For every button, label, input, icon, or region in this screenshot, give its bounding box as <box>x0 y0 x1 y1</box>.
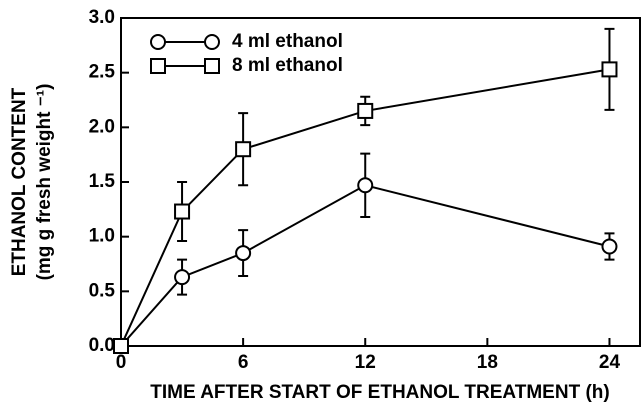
marker <box>174 203 191 220</box>
marker <box>357 102 374 119</box>
x-tick-label: 24 <box>599 352 621 373</box>
marker <box>601 61 618 78</box>
legend-marker <box>204 58 220 74</box>
x-tick-label: 18 <box>477 352 498 373</box>
legend-marker <box>150 58 166 74</box>
marker <box>357 177 374 194</box>
y-tick-label: 0.5 <box>89 280 116 301</box>
y-tick-label: 1.5 <box>89 171 116 192</box>
legend-marker <box>150 34 166 50</box>
marker <box>235 141 252 158</box>
x-tick-label: 12 <box>355 352 376 373</box>
y-tick-label: 2.0 <box>89 116 115 137</box>
marker <box>601 238 618 255</box>
legend-label: 4 ml ethanol <box>232 31 343 52</box>
y-axis-label: (mg g fresh weight ⁻¹) <box>34 84 55 281</box>
x-tick-label: 0 <box>116 352 127 373</box>
x-axis-label: TIME AFTER START OF ETHANOL TREATMENT (h… <box>150 382 609 403</box>
marker <box>113 338 129 354</box>
legend-label: 8 ml ethanol <box>232 55 343 76</box>
y-tick-label: 2.5 <box>89 62 116 83</box>
marker <box>174 269 191 286</box>
y-tick-label: 3.0 <box>89 7 115 28</box>
plot-frame <box>120 17 641 347</box>
marker <box>235 245 252 262</box>
x-tick-label: 6 <box>238 352 249 373</box>
y-tick-label: 1.0 <box>89 226 115 247</box>
legend-marker <box>204 34 220 50</box>
y-tick-label: 0.0 <box>89 335 115 356</box>
y-axis-label: ETHANOL CONTENT <box>9 87 30 276</box>
